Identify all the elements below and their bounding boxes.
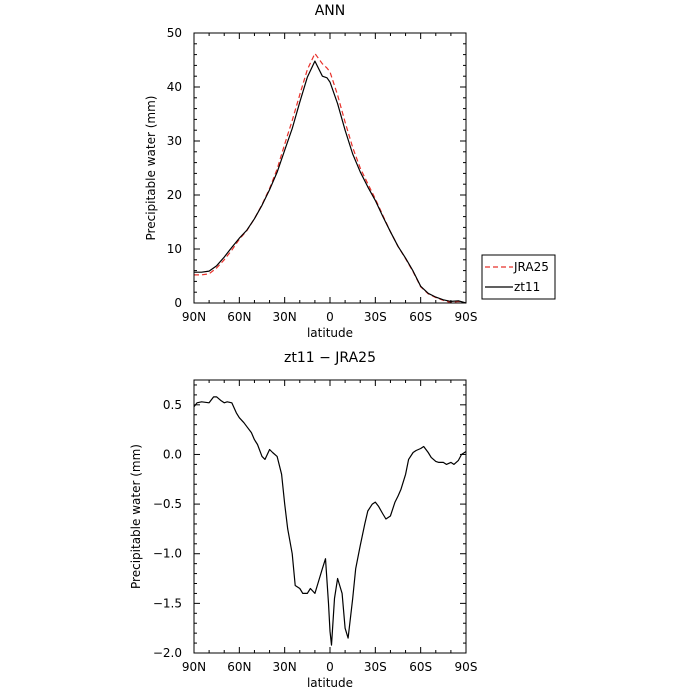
y-tick-label: 50 <box>167 26 182 40</box>
y-tick-label: 10 <box>167 242 182 256</box>
x-axis-label: latitude <box>307 676 353 690</box>
y-tick-label: 20 <box>167 188 182 202</box>
x-tick-label: 60N <box>227 310 251 324</box>
chart-title: ANN <box>315 3 346 19</box>
y-tick-label: 0.0 <box>163 447 182 461</box>
y-tick-label: 0.5 <box>163 398 182 412</box>
x-tick-label: 90N <box>182 310 206 324</box>
y-axis-label: Precipitable water (mm) <box>144 96 158 241</box>
x-tick-label: 30S <box>364 310 387 324</box>
x-tick-label: 0 <box>326 660 334 674</box>
chart-title: zt11 − JRA25 <box>284 350 376 366</box>
y-tick-label: −0.5 <box>153 497 182 511</box>
x-tick-label: 90S <box>455 660 478 674</box>
x-tick-label: 0 <box>326 310 334 324</box>
y-tick-label: −1.0 <box>153 547 182 561</box>
series-line-jra25 <box>194 52 467 304</box>
x-tick-label: 30N <box>273 660 297 674</box>
y-axis-label: Precipitable water (mm) <box>129 444 143 589</box>
x-tick-label: 60S <box>409 310 432 324</box>
x-tick-label: 30S <box>364 660 387 674</box>
legend: JRA25 zt11 <box>481 254 556 300</box>
y-tick-label: −1.5 <box>153 596 182 610</box>
x-tick-label: 90N <box>182 660 206 674</box>
legend-label-zt11: zt11 <box>514 280 540 294</box>
x-tick-label: 90S <box>455 310 478 324</box>
x-tick-label: 60N <box>227 660 251 674</box>
legend-label-jra25: JRA25 <box>513 260 549 274</box>
x-tick-label: 60S <box>409 660 432 674</box>
x-axis-label: latitude <box>307 326 353 340</box>
series-line-zt11 <box>194 60 467 304</box>
x-tick-label: 30N <box>273 310 297 324</box>
y-tick-label: 30 <box>167 134 182 148</box>
panel-2: 90N 60N 30N 0 30S 60S 90S 0.5 0.0 −0.5 −1.0 −1.5 −2.… <box>129 350 477 690</box>
legend-box <box>481 254 556 300</box>
y-tick-label: −2.0 <box>153 646 182 660</box>
y-tick-label: 0 <box>174 296 182 310</box>
panel-1: 90N 60N 30N 0 30S 60S 90S 0 10 20 30 40 50 ANN latitud… <box>144 3 556 340</box>
y-tick-label: 40 <box>167 80 182 94</box>
difference-line <box>193 396 467 646</box>
plot-frame <box>193 379 467 654</box>
